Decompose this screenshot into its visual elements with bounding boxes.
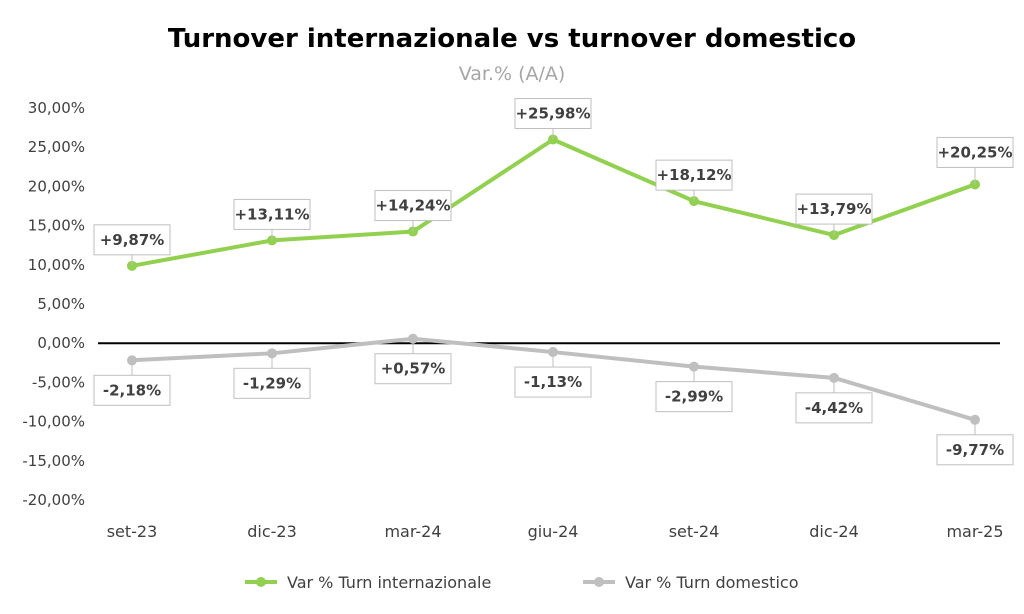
data-label: -1,29% [243,374,301,392]
data-label-box [795,392,873,424]
data-label-group: +14,24% [374,190,452,232]
data-label-group: -1,13% [514,352,592,398]
data-label-group: -2,99% [655,366,733,413]
data-label: +13,11% [234,205,309,223]
data-label-group: -9,77% [936,419,1014,466]
x-tick-label: dic-24 [809,522,859,541]
data-label: +13,79% [796,200,871,218]
x-axis: set-23 dic-23 mar-24 giu-24 set-24 dic-24 mar-… [107,522,1004,541]
data-label-group: +0,57% [374,338,452,385]
x-tick-label: mar-25 [946,522,1003,541]
data-label-box [93,374,171,406]
legend: Var % Turn internazionale Var % Turn dome… [245,573,798,592]
data-label: -9,77% [946,441,1004,459]
x-tick-label: set-24 [669,522,720,541]
y-tick-label: -10,00% [22,413,85,431]
data-label-box [936,136,1014,168]
data-label: +9,87% [100,231,165,249]
y-tick-label: 10,00% [28,256,85,274]
y-axis: 30,00% 25,00% 20,00% 15,00% 10,00% 5,00% 0,00%… [22,99,85,509]
data-label-box [936,434,1014,466]
data-label-group: +18,12% [655,159,733,202]
y-tick-label: -20,00% [22,491,85,509]
chart-title: Turnover internazionale vs turnover dome… [168,24,856,54]
data-label-box [514,366,592,398]
data-label-group: +20,25% [936,136,1014,185]
data-label-box [655,381,733,413]
data-label-group: +25,98% [514,98,592,140]
data-label-box [374,190,452,222]
data-label: +25,98% [515,105,590,123]
data-label-box [514,98,592,130]
x-tick-label: dic-23 [247,522,297,541]
data-label-box [233,367,311,399]
y-tick-label: 25,00% [28,138,85,156]
x-tick-label: set-23 [107,522,158,541]
y-tick-label: 15,00% [28,217,85,235]
data-label-box [655,159,733,191]
data-label: -2,18% [103,381,161,399]
data-labels: +9,87% +13,11% +14,24% +25,98% +18,12% +13,79… [93,98,1014,466]
data-label-group: +13,79% [795,193,873,236]
legend-label: Var % Turn internazionale [287,573,491,592]
data-label: +14,24% [375,197,450,215]
data-label: +18,12% [656,166,731,184]
legend-label: Var % Turn domestico [625,573,798,592]
legend-swatch-marker [594,577,604,587]
legend-swatch-marker [256,577,266,587]
data-label: +20,25% [937,143,1012,161]
data-label: -2,99% [665,388,723,406]
data-label: -4,42% [805,399,863,417]
y-tick-label: 0,00% [37,334,85,352]
data-label-group: -2,18% [93,360,171,406]
data-label-group: +13,11% [233,198,311,241]
x-tick-label: giu-24 [528,522,579,541]
data-label-box [374,353,452,385]
data-label-group: +9,87% [93,224,171,266]
legend-item: Var % Turn internazionale [245,573,491,592]
y-tick-label: 30,00% [28,99,85,117]
y-tick-label: 20,00% [28,177,85,195]
data-label-box [795,193,873,225]
data-label-group: -4,42% [795,377,873,424]
data-label: -1,13% [524,373,582,391]
data-label-box [93,224,171,256]
y-tick-label: -5,00% [32,373,85,391]
y-tick-label: 5,00% [37,295,85,313]
y-tick-label: -15,00% [22,452,85,470]
data-label-group: -1,29% [233,353,311,399]
data-label-box [233,198,311,230]
x-tick-label: mar-24 [384,522,441,541]
chart-subtitle: Var.% (A/A) [459,63,566,85]
legend-item: Var % Turn domestico [583,573,798,592]
data-label: +0,57% [381,360,446,378]
